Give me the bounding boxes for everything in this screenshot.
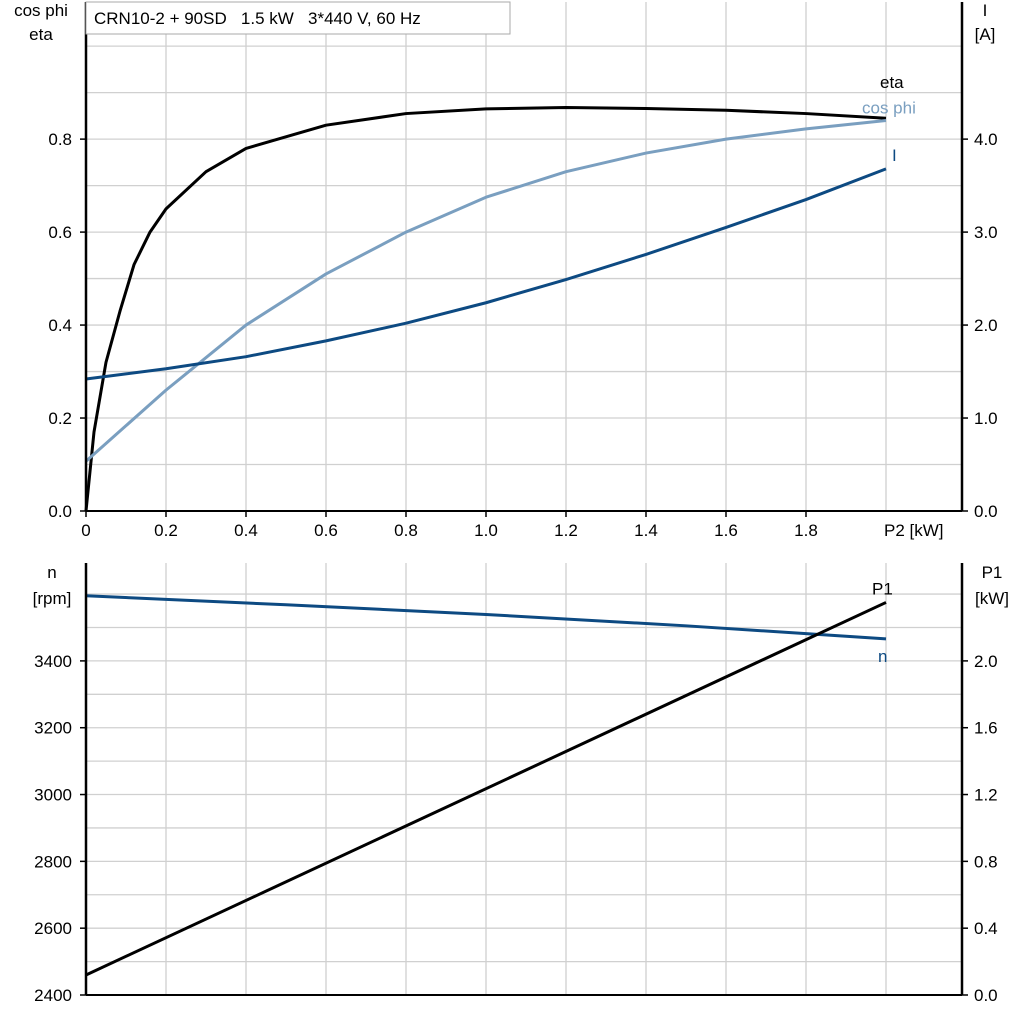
right-tick-label: 0.0 xyxy=(974,986,998,1005)
right-axis-label: I xyxy=(983,1,988,20)
left-tick-label: 3200 xyxy=(34,719,72,738)
right-tick-label: 1.2 xyxy=(974,786,998,805)
right-tick-label: 2.0 xyxy=(974,652,998,671)
right-axis-label: [kW] xyxy=(975,589,1009,608)
series-line-cos-phi xyxy=(85,119,887,463)
x-tick-label: 1.6 xyxy=(714,521,738,540)
left-tick-label: 0.6 xyxy=(48,223,72,242)
right-tick-label: 0.8 xyxy=(974,852,998,871)
x-tick-label: 1.8 xyxy=(794,521,818,540)
right-tick-label: 4.0 xyxy=(974,130,998,149)
series-line-n xyxy=(85,594,887,641)
series-label: n xyxy=(878,647,887,666)
right-tick-label: 0.0 xyxy=(974,502,998,521)
series-label: eta xyxy=(880,73,904,92)
axes xyxy=(80,2,968,996)
left-tick-label: 2400 xyxy=(34,986,72,1005)
series-label: cos phi xyxy=(862,99,916,118)
series-line-eta xyxy=(84,106,887,512)
x-tick-label: 1.4 xyxy=(634,521,658,540)
left-axis-label: cos phi xyxy=(14,1,68,20)
right-tick-label: 1.6 xyxy=(974,719,998,738)
right-tick-label: 1.0 xyxy=(974,409,998,428)
left-axis-label: [rpm] xyxy=(33,589,72,608)
left-tick-label: 2800 xyxy=(34,852,72,871)
right-tick-label: 0.4 xyxy=(974,919,998,938)
series-line-I xyxy=(85,167,887,381)
left-axis-label: n xyxy=(47,563,56,582)
labels: 0.0 0.2 0.4 0.6 0.8 0.0 1.0 2.0 3.0 4.0 cos phi eta… xyxy=(14,1,1009,1005)
left-tick-label: 0.8 xyxy=(48,130,72,149)
left-tick-label: 0.4 xyxy=(48,316,72,335)
x-tick-label: 0 xyxy=(81,521,90,540)
chart-title: CRN10-2 + 90SD 1.5 kW 3*440 V, 60 Hz xyxy=(94,9,421,28)
grid xyxy=(86,2,962,995)
title-box xyxy=(85,1,511,35)
right-axis-label: P1 xyxy=(982,563,1003,582)
left-tick-label: 3000 xyxy=(34,786,72,805)
x-tick-label: 1.0 xyxy=(474,521,498,540)
left-tick-label: 0.2 xyxy=(48,409,72,428)
right-axis-label: [A] xyxy=(975,25,996,44)
x-tick-label: 1.2 xyxy=(554,521,578,540)
x-tick-label: 0.6 xyxy=(314,521,338,540)
right-tick-label: 2.0 xyxy=(974,316,998,335)
series-label: P1 xyxy=(872,579,893,598)
left-tick-label: 2600 xyxy=(34,919,72,938)
x-tick-label: 0.8 xyxy=(394,521,418,540)
x-tick-label: 0.2 xyxy=(154,521,178,540)
right-tick-label: 3.0 xyxy=(974,223,998,242)
x-axis-label: P2 [kW] xyxy=(884,521,944,540)
series-label: I xyxy=(892,146,897,165)
left-tick-label: 3400 xyxy=(34,652,72,671)
left-axis-label: eta xyxy=(29,25,53,44)
x-tick-label: 0.4 xyxy=(234,521,258,540)
left-tick-label: 0.0 xyxy=(48,502,72,521)
curves xyxy=(84,106,887,977)
series-line-P1 xyxy=(85,601,887,977)
